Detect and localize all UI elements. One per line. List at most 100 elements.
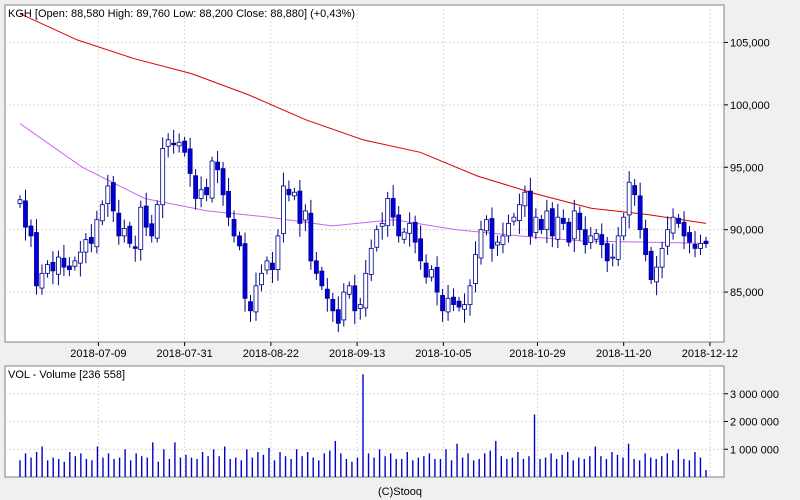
candle-up xyxy=(160,148,166,206)
candle-up xyxy=(659,247,665,268)
candle-up xyxy=(473,254,478,284)
candle-down xyxy=(527,190,533,237)
candle-up xyxy=(407,223,413,234)
candle-down xyxy=(423,262,429,278)
date-tick-label: 2018-12-12 xyxy=(682,348,738,360)
volume-panel-title: VOL - Volume [236 558] xyxy=(8,369,125,381)
candle-up xyxy=(176,141,182,147)
volume-tick-label: 2 000 000 xyxy=(730,417,779,429)
candle-up xyxy=(588,235,594,243)
candle-up xyxy=(555,216,561,240)
candle-up xyxy=(484,219,489,232)
candle-down xyxy=(632,185,638,196)
candle-down xyxy=(412,221,418,243)
candle-up xyxy=(341,291,347,321)
candle-down xyxy=(451,296,456,305)
candle-up xyxy=(291,191,297,197)
candle-up xyxy=(363,272,369,309)
candle-down xyxy=(28,225,34,237)
price-tick-label: 85,000 xyxy=(730,287,764,299)
candle-down xyxy=(187,148,193,174)
candle-up xyxy=(517,204,522,221)
candle-down xyxy=(231,219,237,237)
candle-down xyxy=(132,246,138,249)
volume-y-axis: 3 000 000 2 000 000 1 000 000 xyxy=(724,389,779,456)
candle-up xyxy=(368,247,374,275)
candle-down xyxy=(390,198,396,218)
date-x-axis: 2018-07-09 2018-07-31 2018-08-22 2018-09-13… xyxy=(70,342,738,360)
candle-down xyxy=(110,182,116,212)
candle-up xyxy=(94,219,100,248)
candle-up xyxy=(154,204,160,239)
price-tick-label: 100,000 xyxy=(730,100,770,112)
candle-down xyxy=(549,208,555,237)
candle-down xyxy=(34,232,39,287)
candlesticks xyxy=(17,129,709,333)
candle-down xyxy=(648,250,654,280)
candle-up xyxy=(346,285,352,295)
volume-bars xyxy=(19,374,707,477)
candle-up xyxy=(56,256,61,275)
candle-up xyxy=(698,242,703,249)
candle-up xyxy=(105,185,111,204)
candle-down xyxy=(143,205,149,228)
candle-down xyxy=(440,295,445,312)
candle-down xyxy=(330,299,336,312)
candle-down xyxy=(681,221,687,237)
candle-down xyxy=(242,243,248,299)
candle-up xyxy=(495,241,500,246)
candle-down xyxy=(88,237,94,244)
candle-down xyxy=(237,235,242,247)
date-tick-label: 2018-09-13 xyxy=(329,348,385,360)
candle-up xyxy=(83,239,89,253)
candle-down xyxy=(319,270,325,287)
candle-up xyxy=(357,304,363,309)
candle-up xyxy=(121,228,127,237)
candle-down xyxy=(434,266,440,293)
candle-down xyxy=(66,265,72,271)
candle-up xyxy=(500,235,506,245)
candle-up xyxy=(198,189,204,199)
candle-down xyxy=(687,232,692,243)
candle-down xyxy=(149,223,155,237)
candle-up xyxy=(165,139,171,147)
candle-down xyxy=(489,218,495,249)
candle-up xyxy=(571,210,577,240)
volume-tick-label: 3 000 000 xyxy=(730,389,779,401)
candle-up xyxy=(17,199,23,204)
candle-up xyxy=(511,216,517,222)
candle-up xyxy=(138,206,144,250)
candle-down xyxy=(352,285,358,312)
candle-up xyxy=(99,204,105,222)
candle-up xyxy=(72,260,78,267)
candle-down xyxy=(577,212,583,231)
candle-up xyxy=(610,256,616,259)
candle-up xyxy=(45,264,50,274)
candle-up xyxy=(522,191,528,207)
candle-up xyxy=(259,272,264,286)
candle-up xyxy=(302,210,308,221)
candle-down xyxy=(560,217,566,224)
candle-down xyxy=(23,200,28,228)
candle-down xyxy=(599,234,605,246)
candle-down xyxy=(692,243,698,249)
candle-up xyxy=(670,216,676,234)
candle-down xyxy=(604,243,610,262)
candle-down xyxy=(643,228,649,256)
candle-down xyxy=(220,168,226,196)
candle-down xyxy=(270,262,275,271)
date-tick-label: 2018-07-09 xyxy=(70,348,126,360)
candle-down xyxy=(703,240,709,245)
candle-down xyxy=(297,190,303,224)
candle-up xyxy=(275,235,281,271)
candle-down xyxy=(204,187,209,196)
candle-down xyxy=(61,257,67,268)
candle-up xyxy=(544,210,550,231)
date-tick-label: 2018-08-22 xyxy=(243,348,299,360)
candle-up xyxy=(533,216,539,233)
candle-down xyxy=(182,140,188,153)
candle-up xyxy=(445,297,451,313)
candle-up xyxy=(654,266,660,283)
price-grid xyxy=(5,5,724,342)
